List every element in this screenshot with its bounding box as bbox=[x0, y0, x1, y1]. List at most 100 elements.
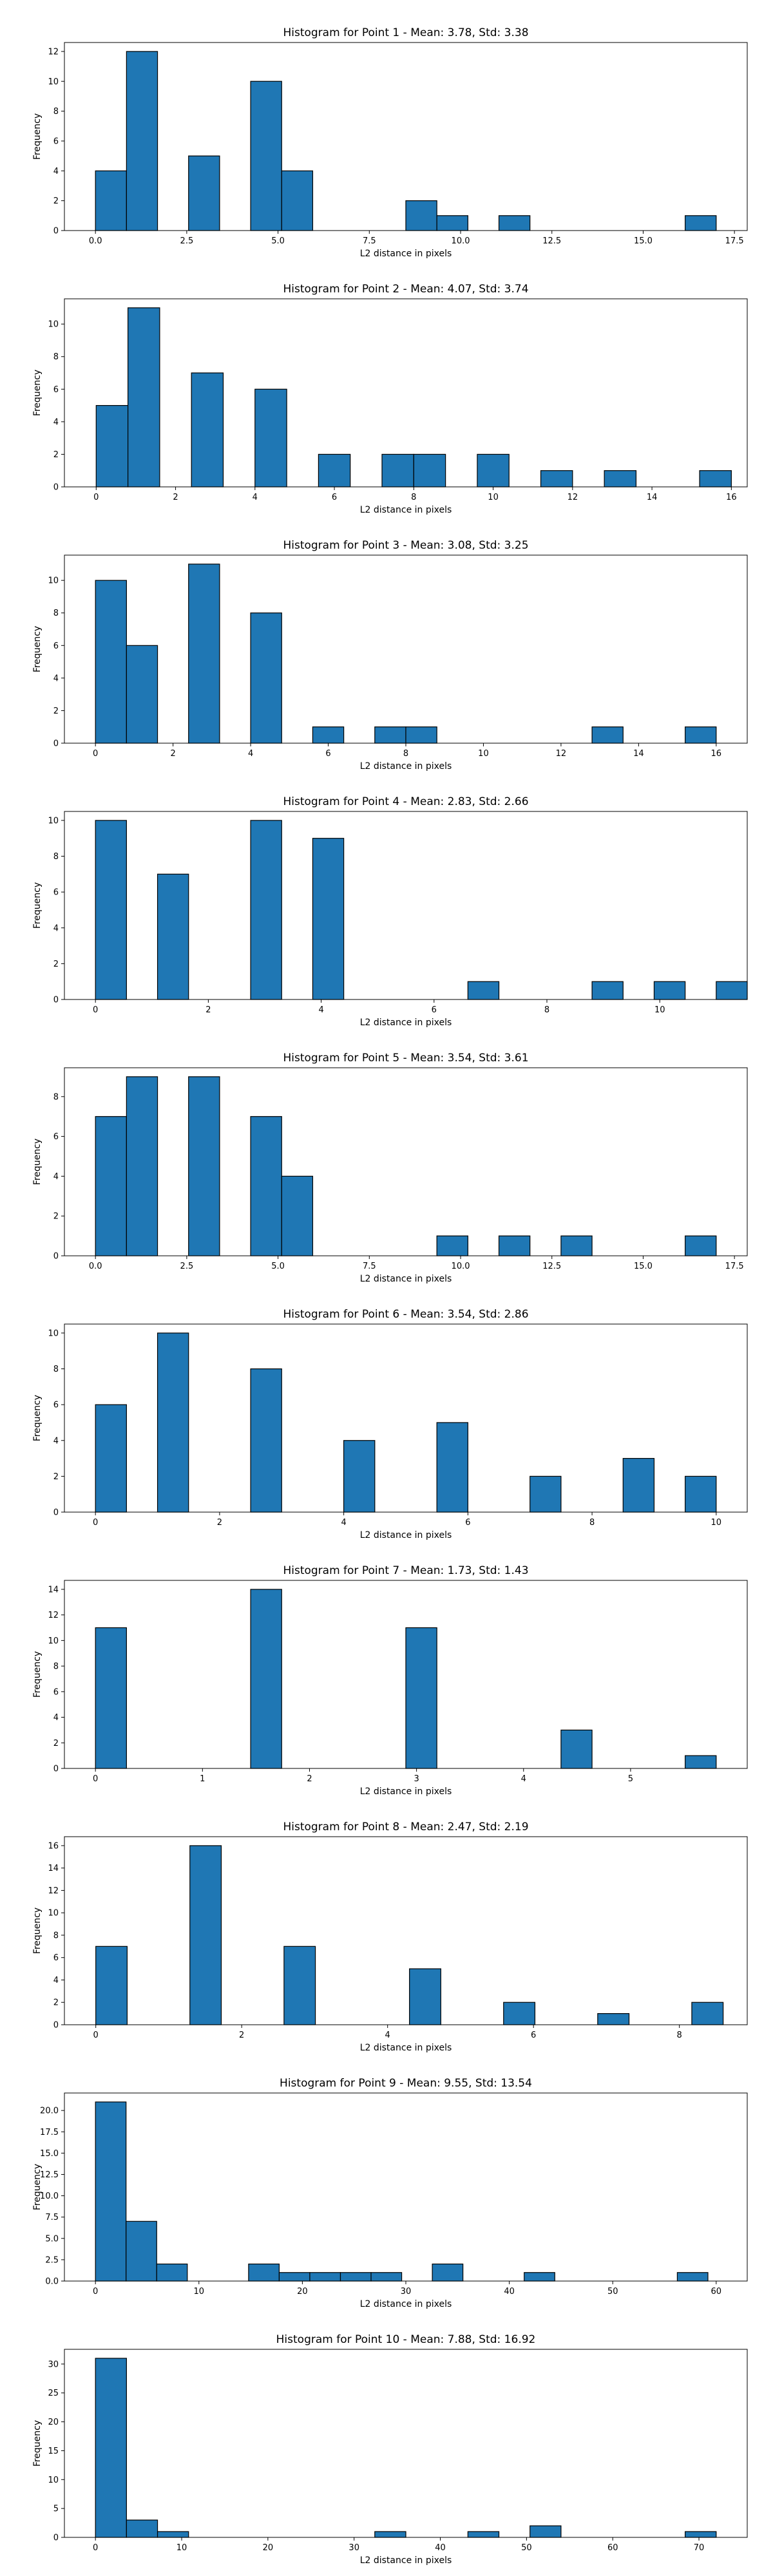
x-tick-label: 14 bbox=[633, 749, 644, 759]
x-tick-label: 20 bbox=[263, 2543, 274, 2553]
x-tick-label: 4 bbox=[341, 1518, 346, 1528]
x-tick-label: 20 bbox=[297, 2287, 308, 2297]
histogram-bar bbox=[524, 2272, 555, 2282]
histogram-bar bbox=[685, 1475, 717, 1513]
x-tick-label: 5 bbox=[628, 1774, 633, 1784]
x-axis-label: L2 distance in pixels bbox=[360, 2555, 452, 2566]
y-tick-label: 6 bbox=[53, 1953, 59, 1963]
x-tick-label: 10 bbox=[478, 749, 489, 759]
x-axis-label: L2 distance in pixels bbox=[360, 1274, 452, 1284]
y-axis-label: Frequency bbox=[32, 626, 43, 672]
histogram-bar bbox=[157, 2531, 189, 2538]
histogram-panel-6: Histogram for Point 6 - Mean: 3.54, Std:… bbox=[32, 1308, 748, 1540]
y-tick-label: 2 bbox=[53, 706, 59, 716]
x-tick-label: 12.5 bbox=[542, 236, 561, 246]
y-tick-label: 5.0 bbox=[45, 2234, 59, 2244]
y-tick-label: 6 bbox=[53, 137, 59, 146]
chart-title: Histogram for Point 8 - Mean: 2.47, Std:… bbox=[283, 1821, 528, 1833]
chart-title: Histogram for Point 6 - Mean: 3.54, Std:… bbox=[283, 1308, 528, 1321]
y-tick-label: 6 bbox=[53, 641, 59, 651]
y-tick-label: 6 bbox=[53, 888, 59, 898]
histogram-bar bbox=[467, 2531, 500, 2538]
histogram-bar bbox=[95, 1404, 127, 1513]
histogram-bar bbox=[503, 2002, 536, 2025]
y-tick-label: 16 bbox=[48, 1841, 59, 1851]
x-tick-label: 10.0 bbox=[452, 1262, 470, 1271]
plot-frame bbox=[64, 811, 748, 1000]
y-tick-label: 15.0 bbox=[40, 2149, 59, 2159]
chart-title: Histogram for Point 7 - Mean: 1.73, Std:… bbox=[283, 1564, 528, 1577]
x-tick-label: 2 bbox=[205, 1005, 211, 1015]
histogram-bar bbox=[467, 981, 500, 1000]
x-axis-label: L2 distance in pixels bbox=[360, 249, 452, 259]
y-axis-label: Frequency bbox=[32, 2420, 43, 2467]
histogram-bar bbox=[716, 981, 748, 1000]
x-tick-label: 0 bbox=[93, 2031, 99, 2040]
histogram-bar bbox=[278, 2272, 310, 2282]
x-tick-label: 7.5 bbox=[363, 1262, 376, 1271]
histogram-bar bbox=[381, 453, 414, 488]
histogram-bar bbox=[405, 1627, 437, 1769]
x-tick-label: 16 bbox=[726, 493, 737, 502]
histogram-bar bbox=[540, 470, 573, 488]
histogram-bar bbox=[126, 645, 158, 744]
x-tick-label: 6 bbox=[465, 1518, 470, 1528]
x-axis-label: L2 distance in pixels bbox=[360, 2299, 452, 2309]
plot-frame bbox=[64, 1836, 748, 2025]
y-tick-label: 6 bbox=[53, 1401, 59, 1410]
histogram-bar bbox=[157, 1332, 189, 1513]
histogram-bar bbox=[95, 1116, 127, 1256]
histogram-bar bbox=[622, 1457, 655, 1513]
y-tick-label: 15 bbox=[48, 2447, 59, 2456]
chart-title: Histogram for Point 4 - Mean: 2.83, Std:… bbox=[283, 795, 528, 808]
y-axis-label: Frequency bbox=[32, 882, 43, 929]
x-tick-label: 4 bbox=[521, 1774, 526, 1784]
histogram-bar bbox=[685, 1235, 717, 1256]
histogram-panel-9: Histogram for Point 9 - Mean: 9.55, Std:… bbox=[32, 2077, 748, 2309]
histogram-panel-5: Histogram for Point 5 - Mean: 3.54, Std:… bbox=[32, 1052, 748, 1284]
y-tick-label: 0 bbox=[53, 996, 59, 1005]
histogram-bar bbox=[413, 453, 446, 488]
histogram-bar bbox=[530, 1475, 562, 1513]
y-tick-label: 8 bbox=[53, 1931, 59, 1940]
histogram-bar bbox=[699, 470, 732, 488]
y-tick-label: 0.0 bbox=[45, 2277, 59, 2287]
histogram-panel-2: Histogram for Point 2 - Mean: 4.07, Std:… bbox=[32, 283, 748, 515]
y-tick-label: 4 bbox=[53, 923, 59, 933]
histogram-bar bbox=[560, 1235, 593, 1256]
y-tick-label: 10 bbox=[48, 2476, 59, 2485]
y-tick-label: 20.0 bbox=[40, 2107, 59, 2116]
y-axis-label: Frequency bbox=[32, 113, 43, 160]
histogram-bar bbox=[156, 2263, 188, 2282]
y-tick-label: 2 bbox=[53, 1212, 59, 1222]
x-tick-label: 6 bbox=[325, 749, 330, 759]
y-tick-label: 2 bbox=[53, 1739, 59, 1748]
x-tick-label: 5.0 bbox=[271, 1262, 285, 1271]
x-tick-label: 5.0 bbox=[271, 236, 285, 246]
x-tick-label: 0 bbox=[93, 1774, 98, 1784]
y-tick-label: 8 bbox=[53, 1365, 59, 1374]
chart-title: Histogram for Point 5 - Mean: 3.54, Std:… bbox=[283, 1052, 528, 1065]
y-tick-label: 4 bbox=[53, 1976, 59, 1985]
y-axis-label: Frequency bbox=[32, 1908, 43, 1954]
y-tick-label: 4 bbox=[53, 1172, 59, 1182]
x-tick-label: 12.5 bbox=[542, 1262, 561, 1271]
x-tick-label: 40 bbox=[504, 2287, 515, 2297]
y-tick-label: 8 bbox=[53, 107, 59, 117]
histogram-bar bbox=[250, 1368, 282, 1513]
x-tick-label: 8 bbox=[544, 1005, 549, 1015]
x-tick-label: 17.5 bbox=[725, 236, 744, 246]
y-tick-label: 10 bbox=[48, 816, 59, 826]
plot-frame bbox=[64, 42, 748, 231]
histogram-bar bbox=[685, 1755, 717, 1769]
y-tick-label: 8 bbox=[53, 1662, 59, 1672]
x-tick-label: 2 bbox=[307, 1774, 312, 1784]
x-tick-label: 0 bbox=[93, 749, 98, 759]
histogram-bar bbox=[95, 170, 127, 231]
histogram-bar bbox=[126, 2221, 157, 2282]
y-tick-label: 10 bbox=[48, 576, 59, 586]
y-tick-label: 6 bbox=[53, 1132, 59, 1142]
x-tick-label: 60 bbox=[711, 2287, 722, 2297]
x-tick-label: 7.5 bbox=[363, 236, 376, 246]
